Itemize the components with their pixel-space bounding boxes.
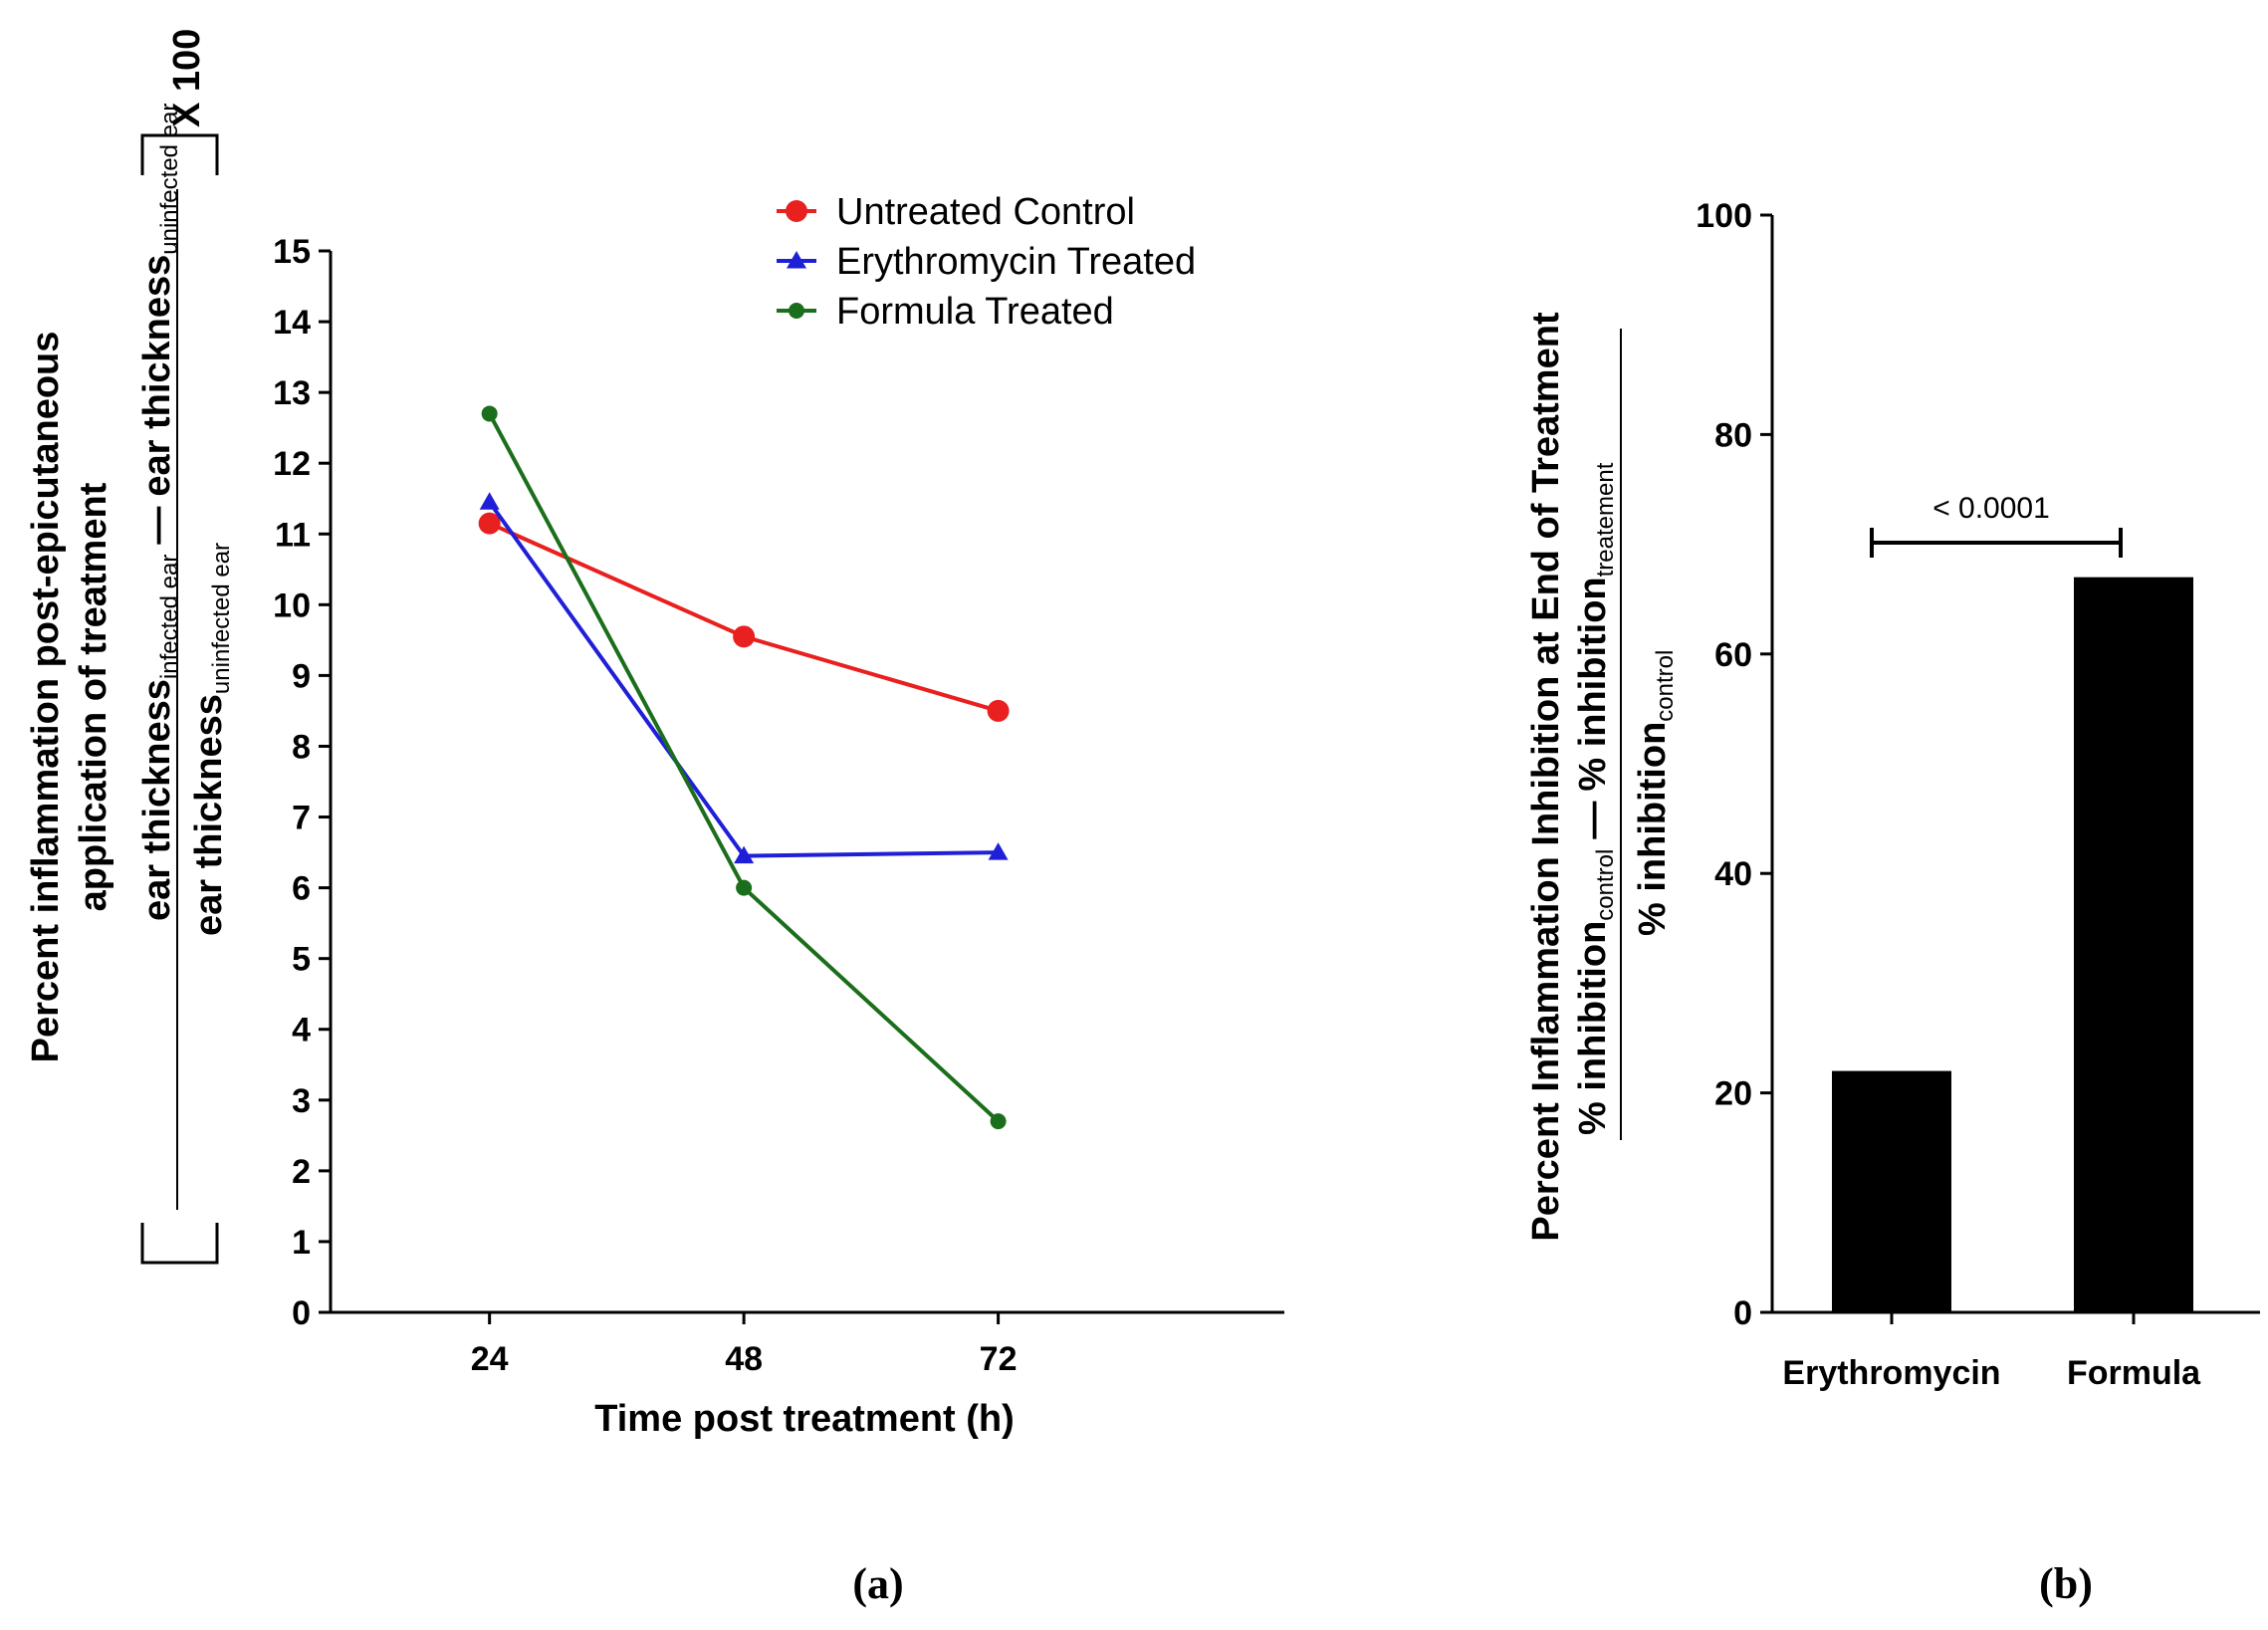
data-point (736, 879, 753, 896)
legend-marker (786, 200, 807, 222)
series-erythromycin-treated (479, 492, 1009, 864)
formula-bracket-top (140, 133, 219, 175)
formula-multiplier: X 100 (166, 29, 208, 127)
series-untreated-control (478, 512, 1010, 722)
bar-y-axis-title: Percent Inflammation Inhibition at End o… (1525, 312, 1567, 1242)
y-tick-label: 15 (273, 233, 311, 271)
formula-denominator: ear thicknessuninfected ear (188, 543, 235, 936)
y-tick-label: 10 (273, 586, 311, 624)
bar-y-tick-label: 0 (1733, 1294, 1752, 1332)
y-axis-formula: ear thicknessinfected ear—ear thicknessu… (136, 29, 235, 1265)
data-point (478, 512, 501, 535)
x-axis-title: Time post treatment (h) (594, 1398, 1015, 1440)
y-tick-label: 7 (292, 800, 311, 837)
legend-label: Untreated Control (836, 191, 1135, 233)
bar-erythromycin (1832, 1070, 1951, 1312)
bar-y-tick-label: 20 (1714, 1075, 1752, 1113)
bar-x-label: Erythromycin (1782, 1354, 2000, 1392)
data-point (990, 1113, 1007, 1130)
y-tick-label: 2 (292, 1153, 311, 1191)
line-chart-series (478, 405, 1010, 1130)
legend-item: Formula Treated (777, 291, 1114, 333)
legend-label: Formula Treated (836, 291, 1114, 333)
series-formula-treated (481, 405, 1007, 1130)
y-tick-label: 9 (292, 657, 311, 695)
data-point (987, 699, 1010, 722)
panel-label-b: (b) (2039, 1559, 2093, 1608)
bar-chart-y-ticks: 0 20 40 60 80 100 (1696, 197, 1772, 1332)
line-chart-x-ticks: 24 48 72 (471, 1312, 1018, 1378)
legend: Untreated Control Erythromycin Treated For… (777, 191, 1196, 333)
formula-bracket-bottom (140, 1223, 219, 1265)
bar-formula-denominator: % inhibitioncontrol (1632, 650, 1679, 936)
y-tick-label: 14 (273, 304, 311, 342)
data-point (479, 492, 500, 510)
bar-y-axis-formula: % inhibitioncontrol—% inhibitiontreateme… (1572, 329, 1679, 1140)
x-tick-label: 48 (725, 1340, 763, 1378)
significance-label: < 0.0001 (1932, 492, 2050, 525)
y-tick-label: 11 (275, 516, 311, 554)
significance-bracket: < 0.0001 (1870, 492, 2123, 558)
y-tick-label: 8 (292, 728, 311, 766)
data-point (734, 845, 755, 864)
y-axis-title-line1: Percent inflammation post-epicutaneous (25, 332, 67, 1063)
bar-x-label: Formula (2067, 1354, 2201, 1392)
x-tick-label: 24 (471, 1340, 509, 1378)
bar-chart-x-labels: Erythromycin Formula (1782, 1312, 2201, 1392)
y-axis-title-line2: application of treatment (73, 482, 114, 911)
bar-chart-bars (1832, 577, 2193, 1312)
data-point (481, 405, 498, 422)
panel-label-a: (a) (852, 1559, 903, 1608)
data-point (988, 842, 1009, 860)
x-tick-label: 72 (980, 1340, 1018, 1378)
legend-label: Erythromycin Treated (836, 241, 1196, 283)
legend-marker (787, 251, 806, 269)
bar-y-tick-label: 80 (1714, 416, 1752, 454)
data-point (733, 625, 756, 648)
y-tick-label: 1 (292, 1224, 311, 1262)
legend-item: Erythromycin Treated (777, 241, 1196, 283)
formula-numerator: ear thicknessinfected ear—ear thicknessu… (136, 104, 183, 921)
y-tick-label: 4 (292, 1012, 311, 1049)
series-line (487, 412, 1000, 1123)
legend-item: Untreated Control (777, 191, 1135, 233)
line-chart-plot-area (329, 251, 1284, 1314)
bar-y-tick-label: 40 (1714, 855, 1752, 893)
y-tick-label: 6 (292, 870, 311, 908)
legend-marker (789, 303, 804, 319)
bar-formula-numerator: % inhibitioncontrol—% inhibitiontreateme… (1572, 462, 1619, 1135)
y-tick-label: 13 (273, 374, 311, 412)
bar-formula (2074, 577, 2193, 1312)
y-tick-label: 12 (273, 445, 311, 483)
series-line (488, 521, 1000, 713)
y-tick-label: 0 (292, 1294, 311, 1332)
y-tick-label: 3 (292, 1082, 311, 1120)
panel-b: 0 20 40 60 80 100 Erythromycin Formula < 0.000… (1525, 197, 2260, 1608)
y-tick-label: 5 (292, 941, 311, 979)
bar-y-tick-label: 100 (1696, 197, 1752, 235)
bar-y-tick-label: 60 (1714, 636, 1752, 674)
